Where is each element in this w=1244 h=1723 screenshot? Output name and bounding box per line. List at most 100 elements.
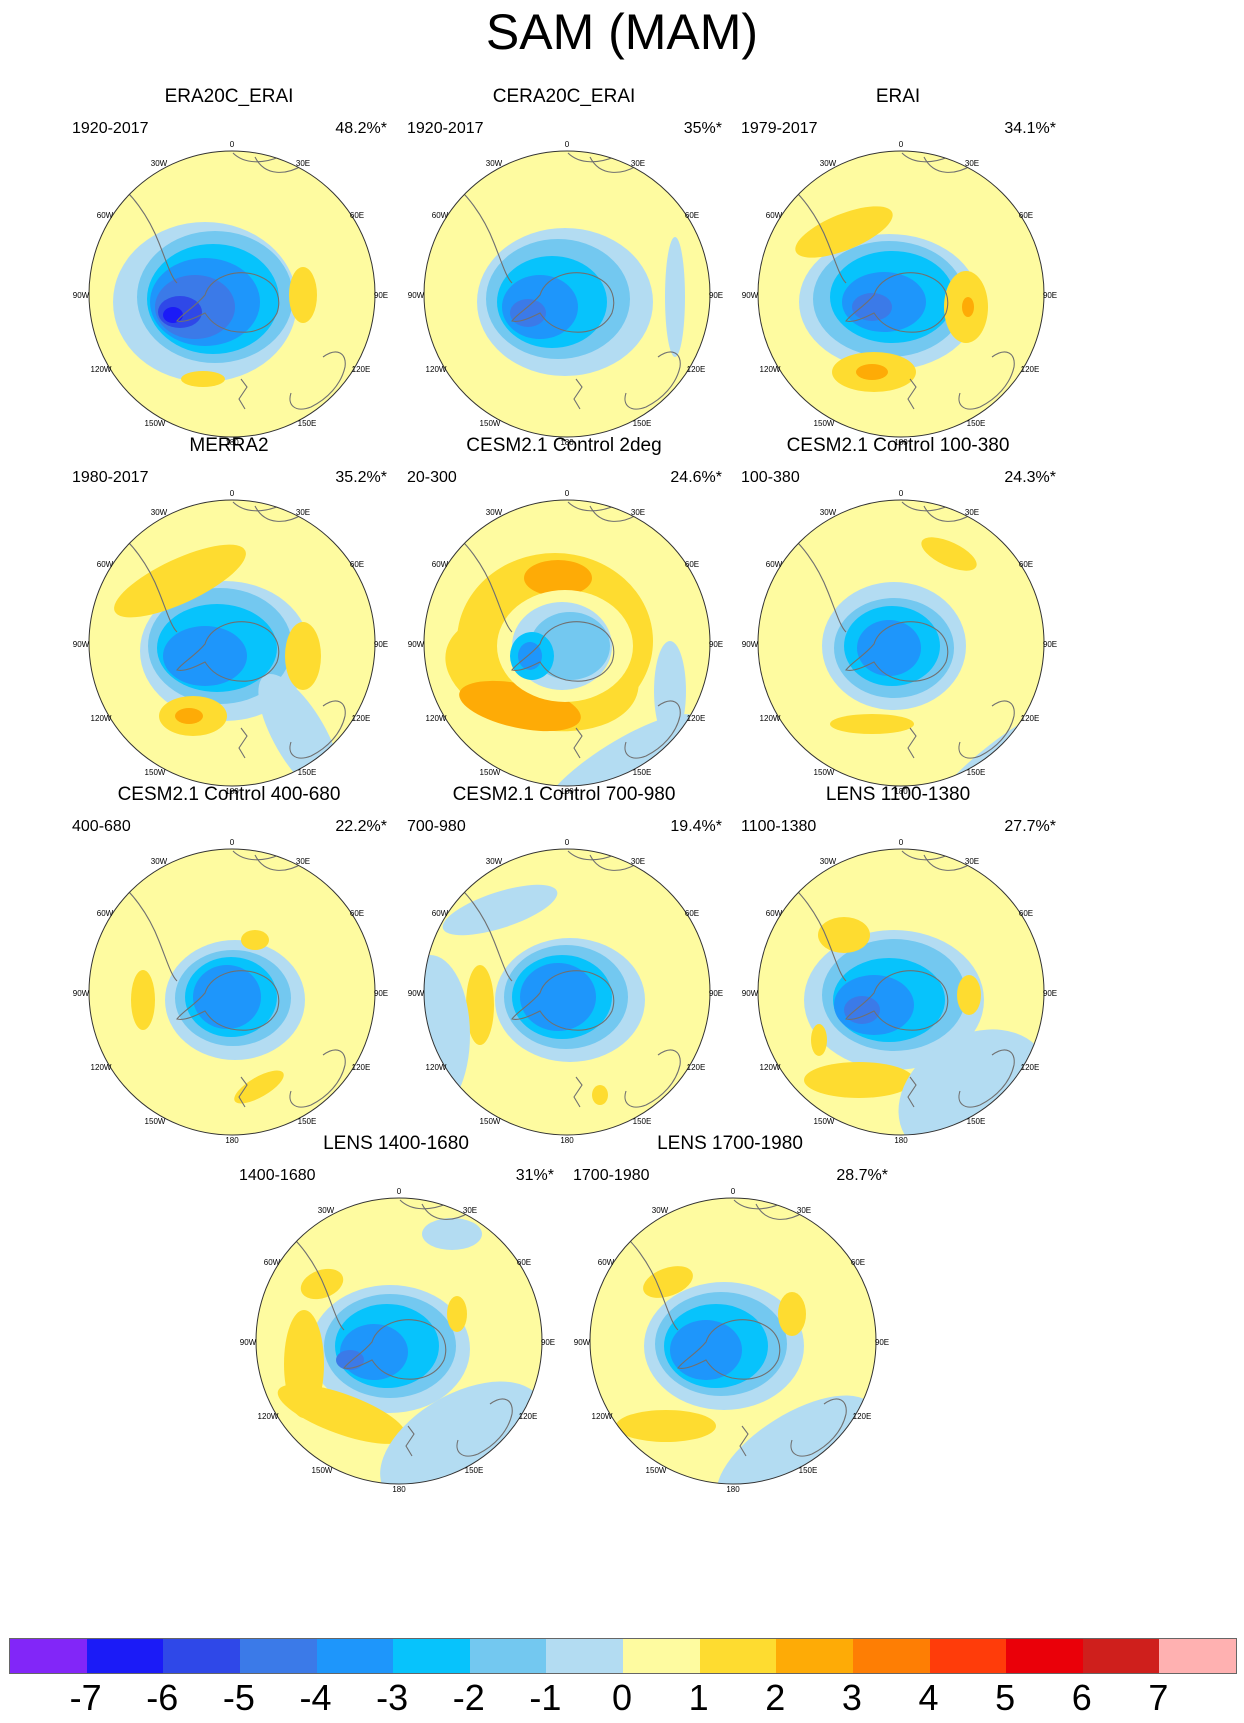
longitude-label: 180 [894,438,908,447]
longitude-label: 60E [350,211,364,220]
panel-variance: 48.2%* [335,120,387,137]
longitude-label: 150E [967,1117,986,1126]
longitude-label: 90W [73,989,90,998]
longitude-label: 150W [814,768,835,777]
panel-title: ERAI [875,86,921,107]
coastline [907,378,917,410]
map-boundary [88,499,376,787]
coastline [567,850,615,861]
longitude-label: 30W [652,1206,669,1215]
coastline [511,970,615,1031]
longitude-label: 120W [760,714,781,723]
coastline [845,272,949,333]
polar-map: 0 30E 60E 90E 120E 150E 180 150W 120W 90W 60W 30W [408,489,723,796]
colorbar-swatch [86,1639,164,1673]
anomaly-contour [289,267,317,323]
panel-variance: 27.7%* [1004,818,1056,835]
coastline [901,501,949,512]
longitude-label: 60W [264,1258,281,1267]
colorbar-tick-label: 3 [841,1677,862,1718]
map-boundary [757,150,1045,438]
longitude-label: 60E [517,1258,531,1267]
longitude-label: 120W [592,1412,613,1421]
coastline [958,1049,1015,1108]
coastline [624,351,681,410]
longitude-label: 30E [965,508,979,517]
anomaly-contour [811,1024,827,1056]
longitude-label: 0 [899,140,904,149]
anomaly-contour [336,1350,364,1370]
colorbar-tick-label: 0 [611,1677,633,1718]
colorbar-tick-label: 5 [995,1677,1016,1718]
longitude-label: 90E [541,1338,555,1347]
panel-variance: 24.3%* [1004,469,1056,486]
longitude-label: 150E [298,419,317,428]
anomaly-contour [300,1268,344,1300]
longitude-label: 90E [709,291,723,300]
longitude-label: 90W [742,640,759,649]
longitude-label: 120E [352,1063,371,1072]
map-boundary [757,848,1045,1136]
longitude-label: 30E [631,159,645,168]
panel-title: CERA20C_ERAI [492,86,636,107]
longitude-label: 150W [480,419,501,428]
longitude-label: 90E [875,1338,889,1347]
longitude-label: 30E [631,857,645,866]
colorbar-swatch [1159,1639,1236,1673]
longitude-label: 120W [426,365,447,374]
colorbar-swatch [623,1639,700,1673]
longitude-label: 30E [296,159,310,168]
longitude-label: 120E [352,714,371,723]
anomaly-contour [643,1266,693,1298]
longitude-label: 180 [225,1136,239,1145]
coastline [907,727,917,759]
map-panel: CERA20C_ERAI 1920-2017 35%* 0 30E 60E 90E 120E 1… [384,86,744,456]
longitude-label: 60W [432,211,449,220]
anomaly-contour [175,708,203,724]
longitude-label: 30W [820,857,837,866]
longitude-label: 60E [1019,909,1033,918]
longitude-label: 30W [486,159,503,168]
longitude-label: 60W [432,909,449,918]
panel-title: CESM2.1 Control 400-680 [117,784,341,805]
coastline [958,351,1015,410]
map-panel: ERAI 1979-2017 34.1%* 0 30E 60E 90E 120E 150E 180… [718,86,1078,456]
longitude-label: 150E [633,768,652,777]
longitude-label: 0 [565,838,570,847]
anomaly-contour [447,1296,467,1332]
longitude-label: 90W [408,989,425,998]
colorbar-swatch [1006,1639,1083,1673]
longitude-label: 150E [465,1466,484,1475]
longitude-label: 120E [519,1412,538,1421]
colorbar-swatch [929,1639,1007,1673]
longitude-label: 90E [1043,989,1057,998]
coastline [176,970,280,1031]
longitude-label: 180 [726,1485,740,1494]
longitude-label: 120W [426,714,447,723]
panel-variance: 24.6%* [670,469,722,486]
anomaly-contour [818,917,870,953]
anomaly-contour [285,622,321,690]
coastline [677,1319,781,1380]
coastline [289,351,346,410]
colorbar-swatch [239,1639,317,1673]
longitude-label: 150E [799,1466,818,1475]
longitude-label: 60W [766,909,783,918]
longitude-label: 120E [1021,365,1040,374]
anomaly-contour [957,975,981,1015]
longitude-label: 150W [145,1117,166,1126]
panel-title: LENS 1700-1980 [657,1133,803,1154]
longitude-label: 0 [230,489,235,498]
anomaly-contour [592,1085,608,1105]
longitude-label: 90E [1043,291,1057,300]
longitude-label: 90E [374,640,388,649]
anomaly-contour [852,293,892,321]
longitude-label: 90W [742,989,759,998]
longitude-label: 60W [766,211,783,220]
map-boundary [589,1197,877,1485]
longitude-label: 60W [598,1258,615,1267]
map-panel: LENS 1400-1680 1400-1680 31%* 0 30E 60E 90E 120… [216,1133,576,1503]
anomaly-contour [424,955,470,1115]
colorbar-swatch [776,1639,853,1673]
map-boundary [88,848,376,1136]
